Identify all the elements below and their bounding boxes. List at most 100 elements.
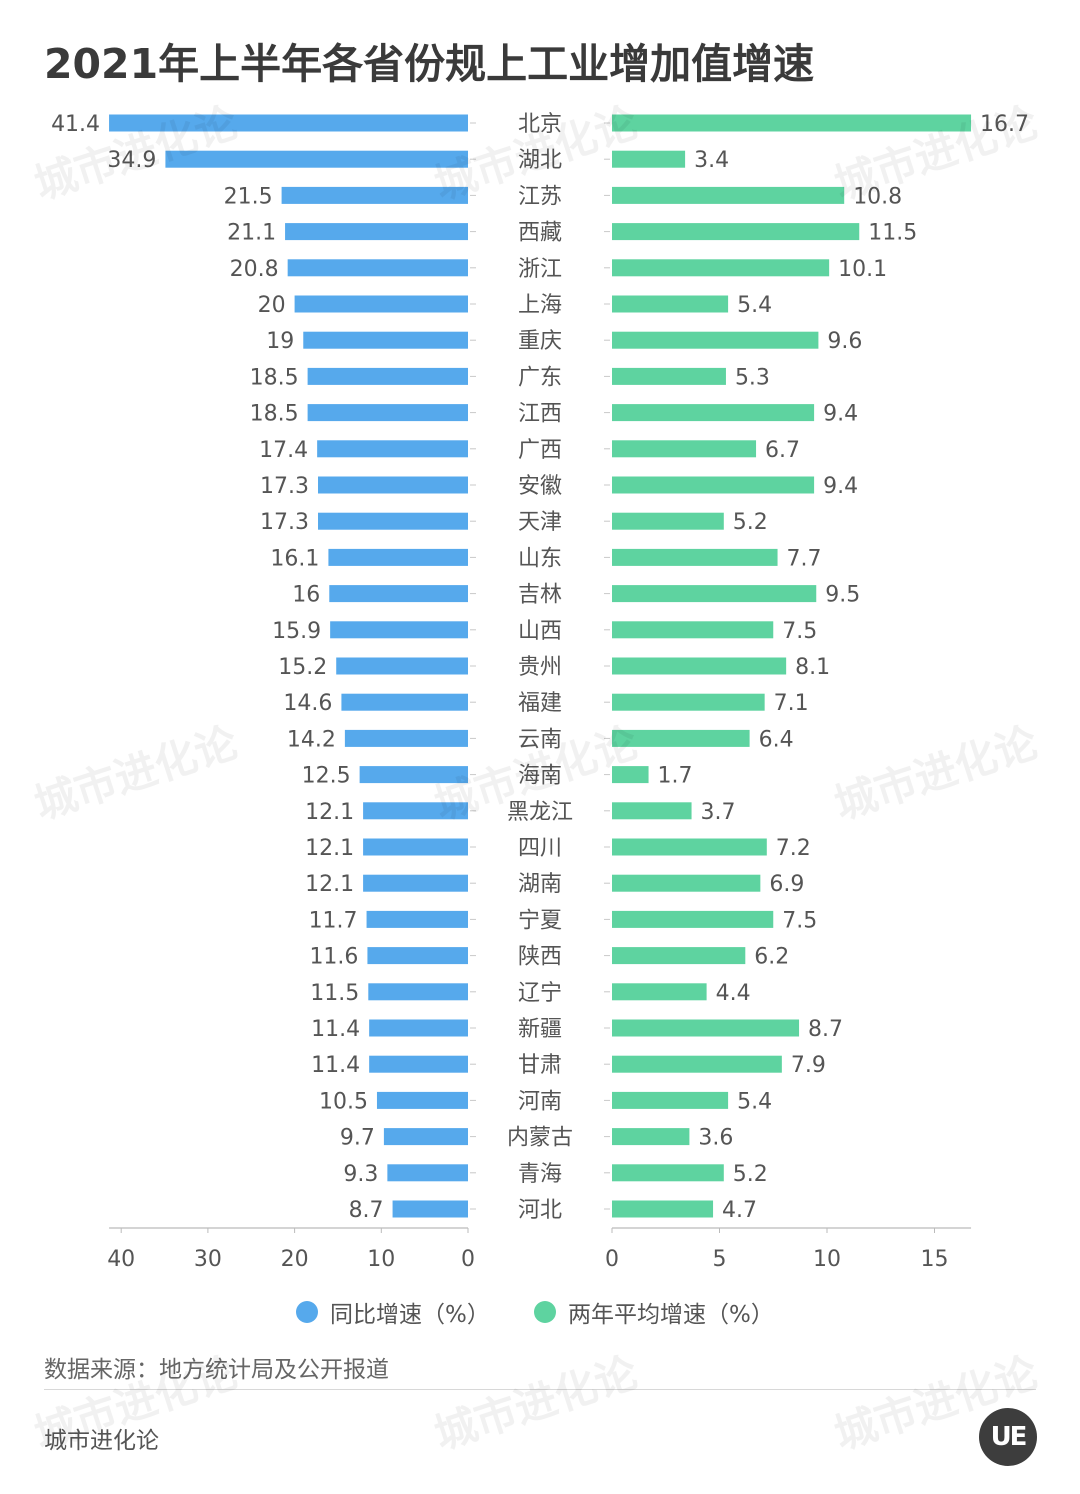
category-label: 吉林 — [518, 583, 562, 608]
butterfly-bar-chart: 41.4 16.7 北京 34.9 3.4 湖北 21.5 10.8 江苏 21.1 11.5 西藏 2… — [51, 112, 1029, 1272]
data-label-two-year-avg: 3.7 — [701, 800, 736, 825]
x-tick-label-left: 20 — [281, 1247, 309, 1272]
bar-yoy — [376, 1091, 468, 1109]
bar-yoy — [363, 838, 468, 856]
bar-yoy — [281, 186, 468, 204]
data-label-two-year-avg: 5.4 — [737, 1089, 772, 1114]
category-label: 甘肃 — [518, 1053, 562, 1078]
data-label-two-year-avg: 16.7 — [980, 112, 1029, 137]
bar-yoy — [341, 693, 468, 711]
bar-two-year-avg — [612, 404, 815, 422]
bar-two-year-avg — [612, 585, 817, 603]
data-label-yoy: 11.4 — [311, 1017, 360, 1042]
data-label-two-year-avg: 6.7 — [765, 438, 800, 463]
bar-yoy — [363, 874, 468, 892]
bar-two-year-avg — [612, 838, 767, 856]
category-label: 云南 — [518, 727, 562, 752]
data-label-yoy: 16.1 — [270, 546, 319, 571]
bar-yoy — [367, 947, 468, 965]
category-label: 浙江 — [518, 257, 562, 282]
bar-two-year-avg — [612, 1091, 729, 1109]
bar-yoy — [369, 1019, 468, 1037]
x-tick-label-left: 10 — [367, 1247, 395, 1272]
data-label-two-year-avg: 7.9 — [791, 1053, 826, 1078]
bar-yoy — [307, 404, 468, 422]
data-label-yoy: 34.9 — [107, 148, 156, 173]
category-label: 青海 — [518, 1162, 562, 1187]
bar-two-year-avg — [612, 874, 761, 892]
category-label: 山西 — [518, 619, 562, 644]
x-tick-label-right: 0 — [605, 1247, 619, 1272]
bar-two-year-avg — [612, 1055, 782, 1073]
data-label-yoy: 15.2 — [278, 655, 327, 680]
bar-two-year-avg — [612, 114, 972, 132]
bar-two-year-avg — [612, 295, 729, 313]
category-label: 广西 — [518, 438, 562, 463]
data-label-two-year-avg: 6.4 — [759, 727, 794, 752]
watermark: 城市进化论 — [428, 1347, 644, 1460]
bar-yoy — [303, 331, 468, 349]
bar-two-year-avg — [612, 621, 774, 639]
legend-label-yoy: 同比增速（%） — [330, 1302, 490, 1328]
bar-yoy — [359, 766, 468, 784]
data-label-yoy: 16 — [292, 583, 320, 608]
bar-yoy — [392, 1200, 468, 1218]
category-label: 安徽 — [518, 474, 562, 499]
data-label-yoy: 9.7 — [340, 1126, 375, 1151]
bar-two-year-avg — [612, 729, 750, 747]
bar-yoy — [287, 259, 468, 277]
category-label: 河北 — [518, 1198, 562, 1223]
bar-two-year-avg — [612, 910, 774, 928]
category-label: 湖南 — [518, 872, 562, 897]
legend-swatch-green — [534, 1301, 556, 1323]
data-label-two-year-avg: 4.7 — [722, 1198, 757, 1223]
data-label-two-year-avg: 7.2 — [776, 836, 811, 861]
legend-item-yoy[interactable]: 同比增速（%） — [296, 1292, 490, 1332]
bar-yoy — [387, 1164, 468, 1182]
bar-yoy — [328, 548, 468, 566]
data-label-two-year-avg: 9.6 — [827, 329, 862, 354]
data-label-yoy: 11.7 — [309, 908, 358, 933]
data-label-yoy: 14.2 — [287, 727, 336, 752]
bar-yoy — [330, 621, 468, 639]
category-label: 贵州 — [518, 655, 562, 680]
bar-two-year-avg — [612, 947, 746, 965]
bar-two-year-avg — [612, 512, 724, 530]
bar-yoy — [366, 910, 468, 928]
legend-item-two-year-avg[interactable]: 两年平均增速（%） — [534, 1292, 774, 1332]
bar-yoy — [294, 295, 468, 313]
data-label-two-year-avg: 10.8 — [853, 184, 902, 209]
category-label: 宁夏 — [518, 908, 562, 933]
category-label: 广东 — [518, 365, 562, 390]
chart-title: 2021年上半年各省份规上工业增加值增速 — [44, 40, 815, 88]
bar-yoy — [165, 150, 469, 168]
x-tick-label-right: 10 — [813, 1247, 841, 1272]
bar-two-year-avg — [612, 150, 686, 168]
data-source-note: 数据来源：地方统计局及公开报道 — [44, 1357, 389, 1383]
bar-two-year-avg — [612, 476, 815, 494]
data-label-yoy: 12.5 — [302, 764, 351, 789]
data-label-yoy: 17.3 — [260, 510, 309, 535]
bar-two-year-avg — [612, 548, 778, 566]
legend-swatch-blue — [296, 1301, 318, 1323]
category-label: 内蒙古 — [507, 1126, 573, 1151]
bar-yoy — [369, 1055, 468, 1073]
data-label-yoy: 15.9 — [272, 619, 321, 644]
data-label-yoy: 21.5 — [224, 184, 273, 209]
bar-yoy — [318, 512, 468, 530]
bar-two-year-avg — [612, 1019, 800, 1037]
data-label-two-year-avg: 8.1 — [795, 655, 830, 680]
bar-two-year-avg — [612, 367, 726, 385]
category-label: 湖北 — [518, 148, 562, 173]
data-label-two-year-avg: 7.7 — [787, 546, 822, 571]
data-label-yoy: 14.6 — [283, 691, 332, 716]
bar-yoy — [383, 1128, 468, 1146]
brand-name: 城市进化论 — [44, 1428, 159, 1454]
category-label: 江西 — [518, 402, 562, 427]
data-label-two-year-avg: 7.5 — [782, 619, 817, 644]
bar-two-year-avg — [612, 802, 692, 820]
data-label-yoy: 11.6 — [309, 945, 358, 970]
data-label-yoy: 21.1 — [227, 221, 276, 246]
bar-yoy — [363, 802, 468, 820]
data-label-two-year-avg: 8.7 — [808, 1017, 843, 1042]
